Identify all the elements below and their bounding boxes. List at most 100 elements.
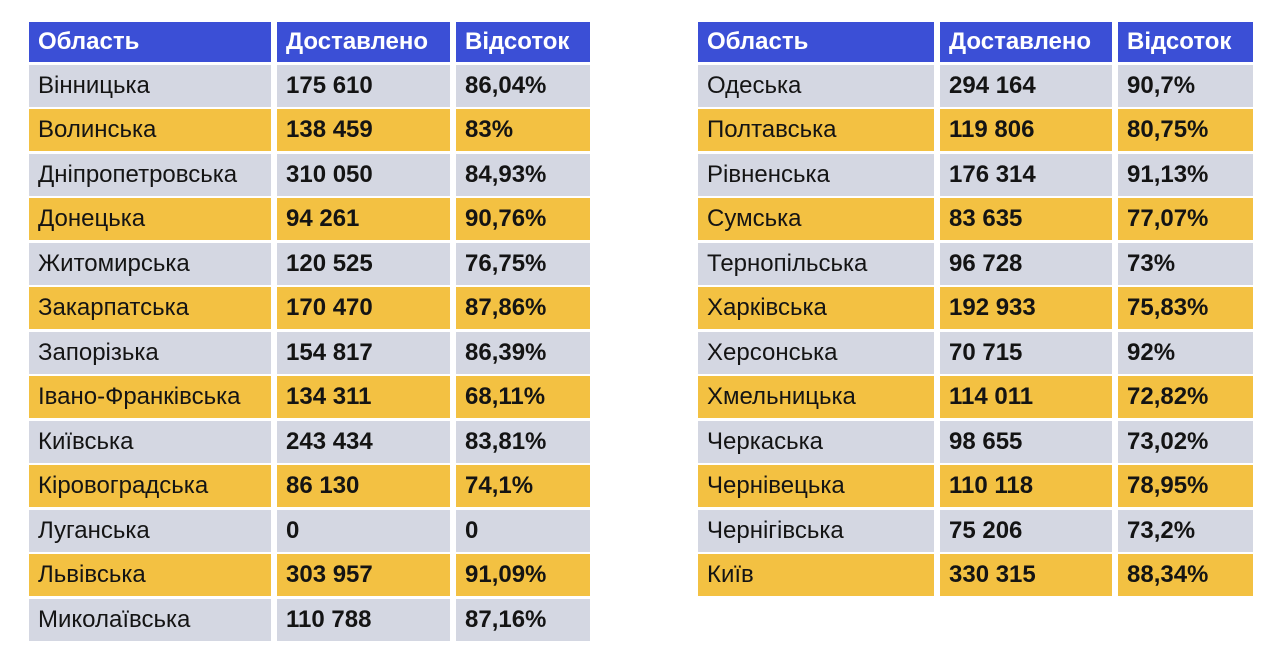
region-cell: Чернівецька xyxy=(698,465,934,507)
delivered-cell: 86 130 xyxy=(277,465,450,507)
delivered-cell: 175 610 xyxy=(277,64,450,107)
region-cell: Київська xyxy=(29,420,271,463)
percent-cell: 78,95% xyxy=(1118,465,1253,507)
delivered-cell: 94 261 xyxy=(277,198,450,240)
column-header-region: Область xyxy=(698,22,934,62)
delivered-cell: 96 728 xyxy=(940,242,1112,285)
percent-cell: 83,81% xyxy=(456,420,590,463)
table-row: Тернопільська 96 728 73% xyxy=(698,242,1253,285)
percent-cell: 90,76% xyxy=(456,198,590,240)
percent-cell: 73,2% xyxy=(1118,509,1253,552)
percent-cell: 72,82% xyxy=(1118,376,1253,418)
table-header-row: Область Доставлено Відсоток xyxy=(29,22,590,62)
region-cell: Тернопільська xyxy=(698,242,934,285)
table-body-left: Вінницька 175 610 86,04% Волинська 138 459 83… xyxy=(29,64,590,641)
table-row: Хмельницька 114 011 72,82% xyxy=(698,376,1253,418)
delivery-table-right: Область Доставлено Відсоток Одеська 294 1… xyxy=(698,22,1253,599)
percent-cell: 91,13% xyxy=(1118,153,1253,196)
delivered-cell: 134 311 xyxy=(277,376,450,418)
percent-cell: 91,09% xyxy=(456,554,590,596)
delivered-cell: 110 788 xyxy=(277,598,450,641)
table-row: Житомирська 120 525 76,75% xyxy=(29,242,590,285)
table-row: Чернігівська 75 206 73,2% xyxy=(698,509,1253,552)
table-row: Одеська 294 164 90,7% xyxy=(698,64,1253,107)
region-cell: Херсонська xyxy=(698,331,934,374)
region-cell: Донецька xyxy=(29,198,271,240)
region-cell: Вінницька xyxy=(29,64,271,107)
percent-cell: 68,11% xyxy=(456,376,590,418)
region-cell: Закарпатська xyxy=(29,287,271,329)
region-cell: Харківська xyxy=(698,287,934,329)
delivered-cell: 98 655 xyxy=(940,420,1112,463)
table-body-right: Одеська 294 164 90,7% Полтавська 119 806 80,7… xyxy=(698,64,1253,596)
table-header-row: Область Доставлено Відсоток xyxy=(698,22,1253,62)
region-cell: Миколаївська xyxy=(29,598,271,641)
table-row: Рівненська 176 314 91,13% xyxy=(698,153,1253,196)
region-cell: Запорізька xyxy=(29,331,271,374)
table-row: Дніпропетровська 310 050 84,93% xyxy=(29,153,590,196)
region-cell: Дніпропетровська xyxy=(29,153,271,196)
delivered-cell: 243 434 xyxy=(277,420,450,463)
region-cell: Чернігівська xyxy=(698,509,934,552)
table-row: Донецька 94 261 90,76% xyxy=(29,198,590,240)
percent-cell: 77,07% xyxy=(1118,198,1253,240)
table-row: Київ 330 315 88,34% xyxy=(698,554,1253,596)
region-cell: Івано-Франківська xyxy=(29,376,271,418)
table-row: Запорізька 154 817 86,39% xyxy=(29,331,590,374)
delivered-cell: 303 957 xyxy=(277,554,450,596)
table-row: Миколаївська 110 788 87,16% xyxy=(29,598,590,641)
region-cell: Київ xyxy=(698,554,934,596)
percent-cell: 90,7% xyxy=(1118,64,1253,107)
table-row: Сумська 83 635 77,07% xyxy=(698,198,1253,240)
column-header-percent: Відсоток xyxy=(1118,22,1253,62)
column-header-percent: Відсоток xyxy=(456,22,590,62)
delivered-cell: 192 933 xyxy=(940,287,1112,329)
region-cell: Полтавська xyxy=(698,109,934,151)
region-cell: Львівська xyxy=(29,554,271,596)
region-cell: Хмельницька xyxy=(698,376,934,418)
region-cell: Луганська xyxy=(29,509,271,552)
table-row: Черкаська 98 655 73,02% xyxy=(698,420,1253,463)
delivered-cell: 119 806 xyxy=(940,109,1112,151)
delivered-cell: 114 011 xyxy=(940,376,1112,418)
percent-cell: 83% xyxy=(456,109,590,151)
percent-cell: 87,16% xyxy=(456,598,590,641)
region-cell: Сумська xyxy=(698,198,934,240)
column-header-delivered: Доставлено xyxy=(277,22,450,62)
percent-cell: 73% xyxy=(1118,242,1253,285)
column-header-delivered: Доставлено xyxy=(940,22,1112,62)
delivered-cell: 83 635 xyxy=(940,198,1112,240)
percent-cell: 0 xyxy=(456,509,590,552)
percent-cell: 88,34% xyxy=(1118,554,1253,596)
delivered-cell: 170 470 xyxy=(277,287,450,329)
percent-cell: 74,1% xyxy=(456,465,590,507)
percent-cell: 73,02% xyxy=(1118,420,1253,463)
table-row: Чернівецька 110 118 78,95% xyxy=(698,465,1253,507)
delivery-table-left: Область Доставлено Відсоток Вінницька 175… xyxy=(29,22,590,643)
delivered-cell: 294 164 xyxy=(940,64,1112,107)
table-row: Харківська 192 933 75,83% xyxy=(698,287,1253,329)
delivered-cell: 138 459 xyxy=(277,109,450,151)
delivered-cell: 310 050 xyxy=(277,153,450,196)
table-row: Львівська 303 957 91,09% xyxy=(29,554,590,596)
percent-cell: 76,75% xyxy=(456,242,590,285)
percent-cell: 80,75% xyxy=(1118,109,1253,151)
table-row: Київська 243 434 83,81% xyxy=(29,420,590,463)
delivered-cell: 75 206 xyxy=(940,509,1112,552)
delivered-cell: 110 118 xyxy=(940,465,1112,507)
table-row: Херсонська 70 715 92% xyxy=(698,331,1253,374)
percent-cell: 87,86% xyxy=(456,287,590,329)
table-row: Луганська 0 0 xyxy=(29,509,590,552)
percent-cell: 86,39% xyxy=(456,331,590,374)
percent-cell: 75,83% xyxy=(1118,287,1253,329)
region-cell: Рівненська xyxy=(698,153,934,196)
table-row: Вінницька 175 610 86,04% xyxy=(29,64,590,107)
table-row: Волинська 138 459 83% xyxy=(29,109,590,151)
table-row: Івано-Франківська 134 311 68,11% xyxy=(29,376,590,418)
region-cell: Кіровоградська xyxy=(29,465,271,507)
column-header-region: Область xyxy=(29,22,271,62)
percent-cell: 92% xyxy=(1118,331,1253,374)
delivered-cell: 0 xyxy=(277,509,450,552)
delivered-cell: 154 817 xyxy=(277,331,450,374)
region-cell: Житомирська xyxy=(29,242,271,285)
